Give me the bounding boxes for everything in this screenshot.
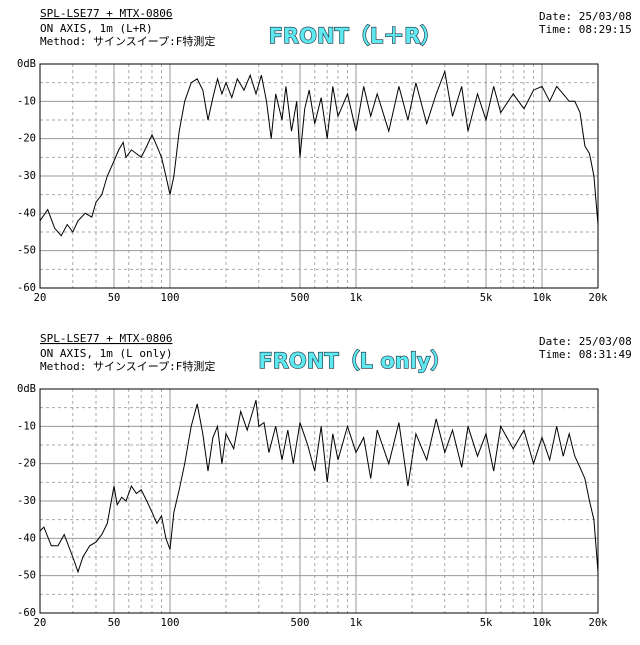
- model-label: SPL-LSE77 + MTX-0806: [40, 332, 172, 345]
- y-tick-label: -20: [17, 133, 36, 145]
- x-tick-label: 20: [34, 617, 47, 629]
- date-label: Date: 25/03/08: [539, 335, 632, 348]
- method-label: Method: サインスイープ:F特測定: [40, 359, 215, 373]
- x-tick-label: 50: [108, 617, 121, 629]
- x-tick-label: 10k: [533, 617, 553, 629]
- condition-label: ON AXIS, 1m (L only): [40, 347, 172, 360]
- x-tick-label: 20k: [589, 617, 609, 629]
- x-tick-label: 10k: [533, 292, 553, 304]
- response-line: [39, 69, 599, 237]
- y-tick-label: 0dB: [17, 383, 36, 395]
- y-tick-label: -40: [17, 532, 36, 544]
- y-tick-label: -10: [17, 420, 36, 432]
- x-tick-label: 1k: [350, 292, 363, 304]
- chart-panel: SPL-LSE77 + MTX-0806 ON AXIS, 1m (L+R)Met…: [17, 7, 632, 304]
- chart-title: FRONT（L only）: [258, 349, 451, 373]
- x-tick-label: 20: [34, 292, 47, 304]
- x-tick-label: 100: [161, 292, 180, 304]
- method-label: Method: サインスイープ:F特測定: [40, 34, 215, 48]
- date-label: Date: 25/03/08: [539, 10, 632, 23]
- x-tick-label: 1k: [350, 617, 363, 629]
- x-tick-label: 500: [291, 617, 310, 629]
- y-tick-label: -40: [17, 207, 36, 219]
- y-tick-label: -50: [17, 245, 36, 257]
- chart-title: FRONT（L＋R）: [269, 24, 442, 48]
- model-label: SPL-LSE77 + MTX-0806: [40, 7, 172, 20]
- response-line: [39, 400, 599, 574]
- y-tick-label: 0dB: [17, 58, 36, 70]
- time-label: Time: 08:29:15: [539, 23, 632, 36]
- y-tick-label: -60: [17, 607, 36, 619]
- x-tick-label: 100: [161, 617, 180, 629]
- y-tick-label: -10: [17, 95, 36, 107]
- x-tick-label: 5k: [480, 292, 493, 304]
- y-tick-label: -60: [17, 282, 36, 294]
- x-tick-label: 500: [291, 292, 310, 304]
- x-tick-label: 5k: [480, 617, 493, 629]
- plot-frame: [39, 63, 599, 289]
- plot-frame: [39, 388, 599, 614]
- y-tick-label: -50: [17, 570, 36, 582]
- chart-panel: SPL-LSE77 + MTX-0806 ON AXIS, 1m (L only)…: [17, 332, 632, 629]
- x-tick-label: 20k: [589, 292, 609, 304]
- y-tick-label: -20: [17, 458, 36, 470]
- time-label: Time: 08:31:49: [539, 348, 632, 361]
- x-tick-label: 50: [108, 292, 121, 304]
- condition-label: ON AXIS, 1m (L+R): [40, 22, 153, 35]
- y-tick-label: -30: [17, 495, 36, 507]
- y-tick-label: -30: [17, 170, 36, 182]
